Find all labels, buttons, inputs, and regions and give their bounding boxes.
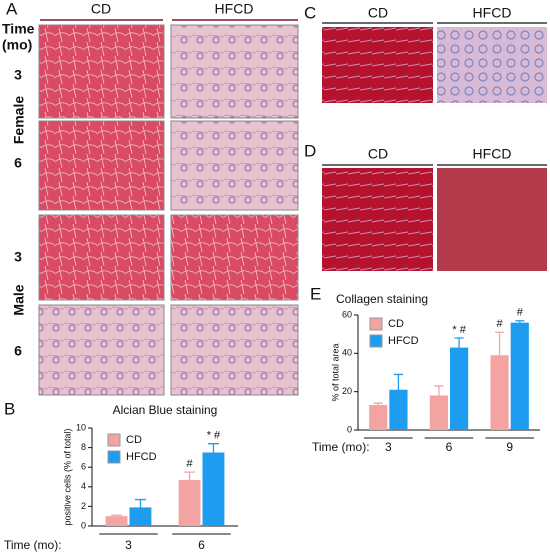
column-header: HFCD: [473, 146, 512, 162]
y-tick-label: 40: [342, 348, 352, 358]
bar: [129, 507, 152, 526]
x-tick-label: 3: [385, 440, 392, 454]
legend-swatch: [107, 450, 121, 464]
row-label: 3: [14, 249, 22, 265]
error-bar: [454, 337, 464, 348]
y-tick-label: 10: [76, 422, 86, 432]
y-tick-label: 0: [81, 520, 86, 530]
x-axis-label: Time (mo):: [4, 538, 62, 552]
bar: [429, 395, 448, 430]
bar: [202, 452, 225, 526]
histology-image: [437, 27, 547, 103]
bar: [450, 347, 469, 430]
legend-swatch: [369, 334, 383, 348]
legend-swatch: [369, 317, 383, 331]
x-tick-label: 6: [446, 440, 453, 454]
error-bar: [184, 471, 196, 480]
y-tick-label: 4: [81, 481, 86, 491]
histology-image: [322, 27, 433, 103]
y-axis-label: positive cells (% of total): [62, 428, 72, 525]
column-header: CD: [368, 146, 388, 162]
histology-image: [322, 168, 433, 271]
error-bar: [495, 331, 505, 356]
row-label: 3: [14, 67, 22, 83]
x-axis-label: Time (mo):: [312, 440, 370, 454]
y-tick-label: 60: [342, 309, 352, 319]
bar: [105, 516, 128, 526]
y-tick-label: 0: [347, 424, 352, 434]
bar: [178, 479, 201, 526]
group-label: Male: [11, 284, 27, 315]
column-header: HFCD: [473, 5, 512, 21]
error-bar: [134, 498, 146, 508]
error-bar: [373, 402, 383, 406]
panel-label: C: [304, 3, 316, 22]
legend-label: CD: [126, 434, 142, 446]
time-label: Time: [2, 21, 35, 37]
significance-label: * #: [207, 430, 221, 442]
legend-label: HFCD: [126, 451, 157, 463]
histology-images: [38, 24, 299, 396]
column-header: CD: [368, 5, 388, 21]
bar: [510, 322, 529, 430]
legend-label: HFCD: [388, 335, 419, 347]
panel-label: A: [6, 0, 18, 18]
error-bar: [515, 320, 525, 323]
y-axis-label: % of total area: [330, 343, 340, 401]
row-label: 6: [14, 155, 22, 171]
significance-label: * #: [452, 324, 466, 336]
chart-title: Alcian Blue staining: [113, 403, 218, 417]
panel-label: E: [310, 284, 321, 303]
x-tick-label: 9: [506, 440, 513, 454]
x-tick-label: 6: [198, 538, 205, 552]
significance-label: #: [497, 318, 504, 330]
panel-label: B: [4, 399, 15, 418]
y-tick-label: 8: [81, 442, 86, 452]
bar: [490, 355, 509, 430]
group-label: Female: [11, 96, 27, 144]
bar: [389, 389, 408, 430]
bar: [369, 405, 388, 430]
error-bar: [393, 373, 403, 390]
x-tick-label: 3: [125, 538, 132, 552]
row-label: 6: [14, 343, 22, 359]
y-tick-label: 2: [81, 501, 86, 511]
histology-image: [437, 168, 547, 271]
error-bar: [207, 443, 219, 453]
significance-label: #: [517, 307, 524, 319]
error-bar: [434, 385, 444, 396]
time-label: (mo): [2, 37, 32, 53]
error-bar: [111, 514, 123, 517]
y-tick-label: 6: [81, 462, 86, 472]
chart-title: Collagen staining: [336, 292, 428, 306]
y-tick-label: 20: [342, 386, 352, 396]
legend-label: CD: [388, 318, 404, 330]
panel-label: D: [304, 141, 316, 160]
column-header: HFCD: [215, 1, 254, 17]
column-header: CD: [91, 1, 111, 17]
significance-label: #: [186, 458, 193, 470]
legend-swatch: [107, 433, 121, 447]
